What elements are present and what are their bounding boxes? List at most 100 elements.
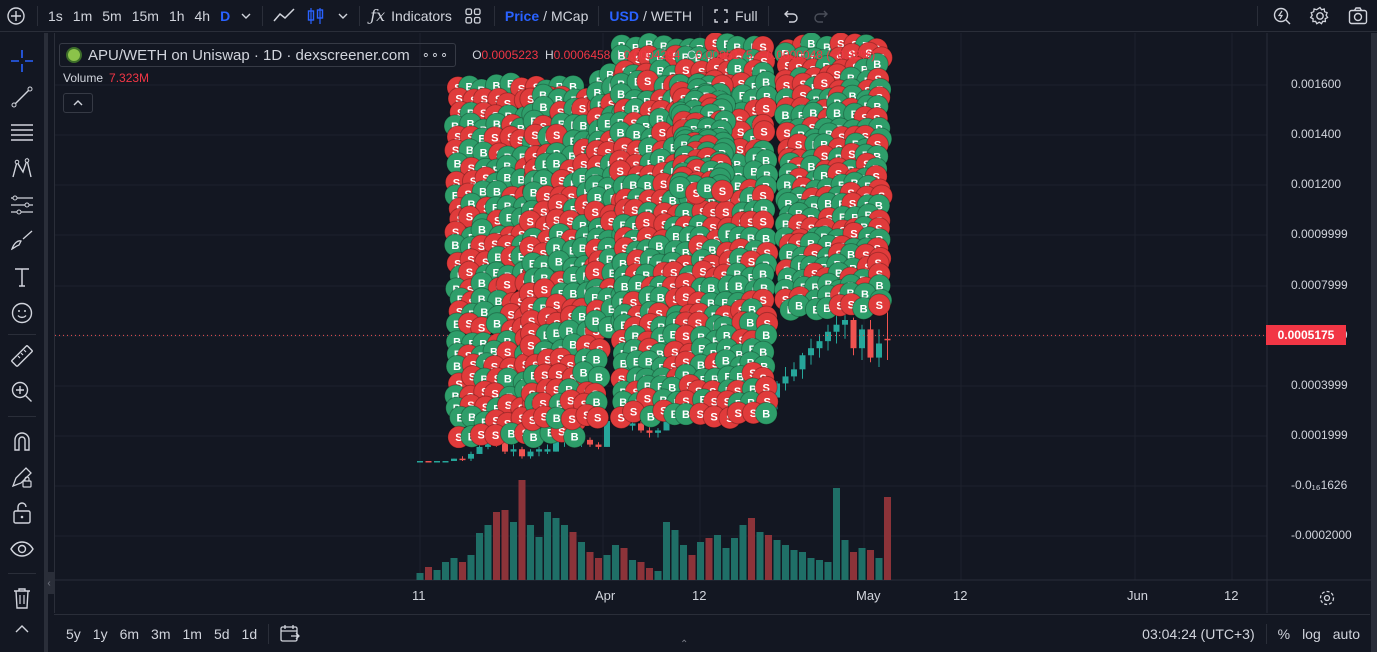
volume-value: 7.323M [109, 71, 150, 85]
interval-15m[interactable]: 15m [131, 7, 159, 24]
price-tick-label: 0.0003999 [1291, 378, 1348, 392]
sell-marker[interactable]: S [867, 293, 891, 317]
line-chart-icon[interactable] [268, 0, 300, 32]
price-tick-label: -0.0₁₆1626 [1291, 478, 1348, 492]
range-1d[interactable]: 1d [241, 625, 258, 642]
buy-marker[interactable]: B [754, 401, 778, 425]
price-chart[interactable]: SBBBBSSBBBSSSSSSBSSBSBSSBBBSBBBBBBSBSSBS… [54, 33, 1371, 613]
fib-retracement-icon[interactable] [0, 115, 44, 151]
candle-body [876, 343, 882, 358]
chevron-down-icon[interactable] [332, 0, 354, 32]
open-value: 0.0005223 [481, 48, 539, 62]
candle-body [595, 444, 602, 447]
range-3m[interactable]: 3m [151, 625, 171, 642]
svg-text:B: B [493, 319, 501, 331]
brush-icon[interactable] [0, 223, 44, 259]
volume-bar [637, 562, 645, 580]
clock-timezone[interactable]: 03:04:24 (UTC+3) [1142, 625, 1255, 642]
interval-1s[interactable]: 1s [48, 7, 63, 24]
time-tick-label: 12 [692, 588, 707, 603]
undo-icon[interactable] [774, 0, 806, 32]
time-tick-label: 12 [953, 588, 968, 603]
interval-d[interactable]: D [220, 7, 231, 24]
drag-handle-icon[interactable]: ⌃ [680, 639, 689, 650]
chevron-down-icon[interactable] [235, 0, 257, 32]
range-6m[interactable]: 6m [119, 625, 140, 642]
collapse-legend-button[interactable] [63, 93, 93, 113]
sell-marker[interactable]: S [586, 406, 610, 430]
lock-drawing-icon[interactable] [0, 459, 44, 495]
magnet-icon[interactable] [0, 423, 44, 459]
candle-body [816, 341, 823, 349]
calendar-goto-icon[interactable] [274, 618, 306, 650]
range-5d[interactable]: 5d [213, 625, 230, 642]
buy-marker[interactable]: B [587, 365, 611, 389]
forecasting-icon[interactable] [0, 187, 44, 223]
price-mcap-toggle[interactable]: Price / MCap [500, 0, 594, 32]
collapse-toolbar-icon[interactable]: ‹ [44, 572, 54, 594]
chart-canvas[interactable]: SBBBBSSBBBSSSSSSBSSBSBSSBBBSBBBBBBSBSSBS… [55, 33, 1371, 613]
candle-body [833, 324, 840, 332]
svg-text:S: S [682, 331, 689, 343]
svg-text:B: B [553, 413, 561, 425]
range-1m[interactable]: 1m [182, 625, 202, 642]
trash-icon[interactable] [0, 580, 44, 616]
bottom-toolbar: 5y 1y 6m 3m 1m 5d 1d ⌃ 03:04:24 (UTC+3) % log … [54, 614, 1370, 652]
camera-icon[interactable] [1339, 0, 1377, 32]
sell-marker[interactable]: S [710, 179, 734, 203]
interval-5m[interactable]: 5m [102, 7, 122, 24]
interval-4h[interactable]: 4h [194, 7, 211, 24]
usd-option[interactable]: USD [609, 7, 639, 24]
chevron-up-icon[interactable] [0, 616, 44, 640]
price-option[interactable]: Price [504, 7, 540, 24]
volume-bar [841, 540, 849, 580]
currency-toggle[interactable]: USD / WETH [604, 0, 697, 32]
volume-bar [569, 532, 577, 580]
pattern-icon[interactable] [0, 151, 44, 187]
settings-gear-icon[interactable] [1301, 0, 1339, 32]
log-toggle[interactable]: log [1302, 625, 1321, 642]
candle-body [629, 423, 636, 426]
indicators-button[interactable]: ƒx Indicators [365, 0, 457, 32]
ruler-icon[interactable] [0, 338, 44, 374]
crosshair-icon[interactable] [0, 43, 44, 79]
range-5y[interactable]: 5y [66, 625, 81, 642]
svg-text:S: S [579, 104, 586, 116]
weth-option[interactable]: WETH [650, 7, 693, 24]
text-tool-icon[interactable] [0, 259, 44, 295]
trend-line-icon[interactable] [0, 79, 44, 115]
price-tick-label: 0.001600 [1291, 77, 1342, 91]
eye-icon[interactable] [0, 531, 44, 567]
volume-bar [467, 555, 475, 580]
svg-text:B: B [555, 256, 563, 268]
axis-settings-icon[interactable] [1318, 589, 1336, 612]
indicators-label: Indicators [391, 7, 452, 24]
volume-bar [527, 525, 534, 580]
add-symbol-icon[interactable] [0, 0, 32, 32]
svg-text:S: S [876, 300, 883, 312]
percent-toggle[interactable]: % [1277, 625, 1291, 642]
candle-body [519, 449, 525, 457]
zoom-in-icon[interactable] [0, 374, 44, 410]
auto-toggle[interactable]: auto [1332, 625, 1360, 642]
candle-body [510, 449, 517, 452]
more-options-icon[interactable]: ∘∘∘ [421, 47, 450, 62]
divider [8, 334, 36, 335]
mcap-option[interactable]: MCap [551, 7, 589, 24]
time-tick-label: 11 [412, 588, 426, 603]
symbol-info[interactable]: APU/WETH on Uniswap · 1D · dexscreener.c… [59, 43, 457, 67]
redo-icon[interactable] [806, 0, 838, 32]
emoji-icon[interactable] [0, 295, 44, 331]
layout-grid-icon[interactable] [457, 0, 489, 32]
quick-search-icon[interactable] [1263, 0, 1301, 32]
interval-1m[interactable]: 1m [72, 7, 93, 24]
candles-icon[interactable] [300, 0, 332, 32]
unlock-icon[interactable] [0, 495, 44, 531]
svg-text:S: S [735, 408, 742, 420]
interval-1h[interactable]: 1h [168, 7, 185, 24]
slash: / [642, 7, 647, 24]
range-1y[interactable]: 1y [92, 625, 108, 642]
fullscreen-button[interactable]: Full [708, 0, 763, 32]
volume-bar [705, 538, 713, 580]
candle-body [646, 430, 653, 433]
